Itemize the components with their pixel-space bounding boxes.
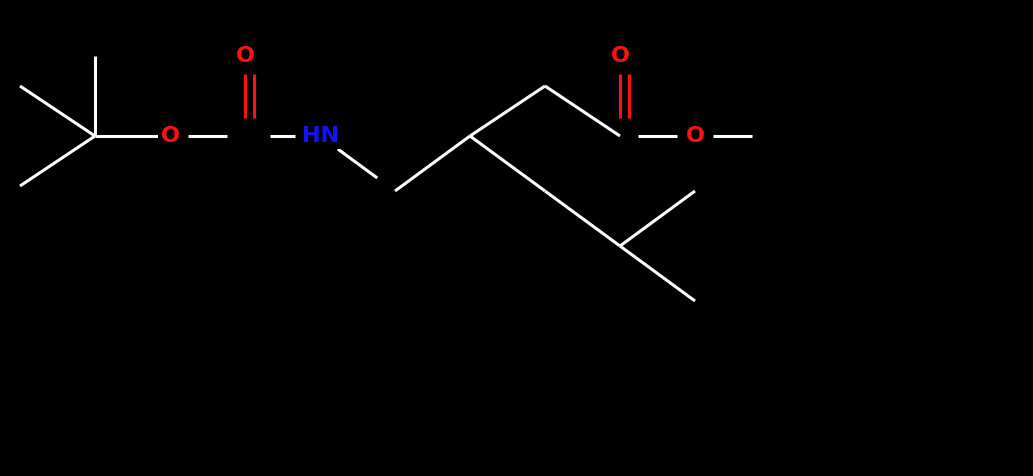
Text: HN: HN: [302, 126, 339, 146]
Text: O: O: [236, 46, 254, 66]
Text: O: O: [686, 126, 705, 146]
Text: O: O: [611, 46, 629, 66]
Text: O: O: [160, 126, 180, 146]
